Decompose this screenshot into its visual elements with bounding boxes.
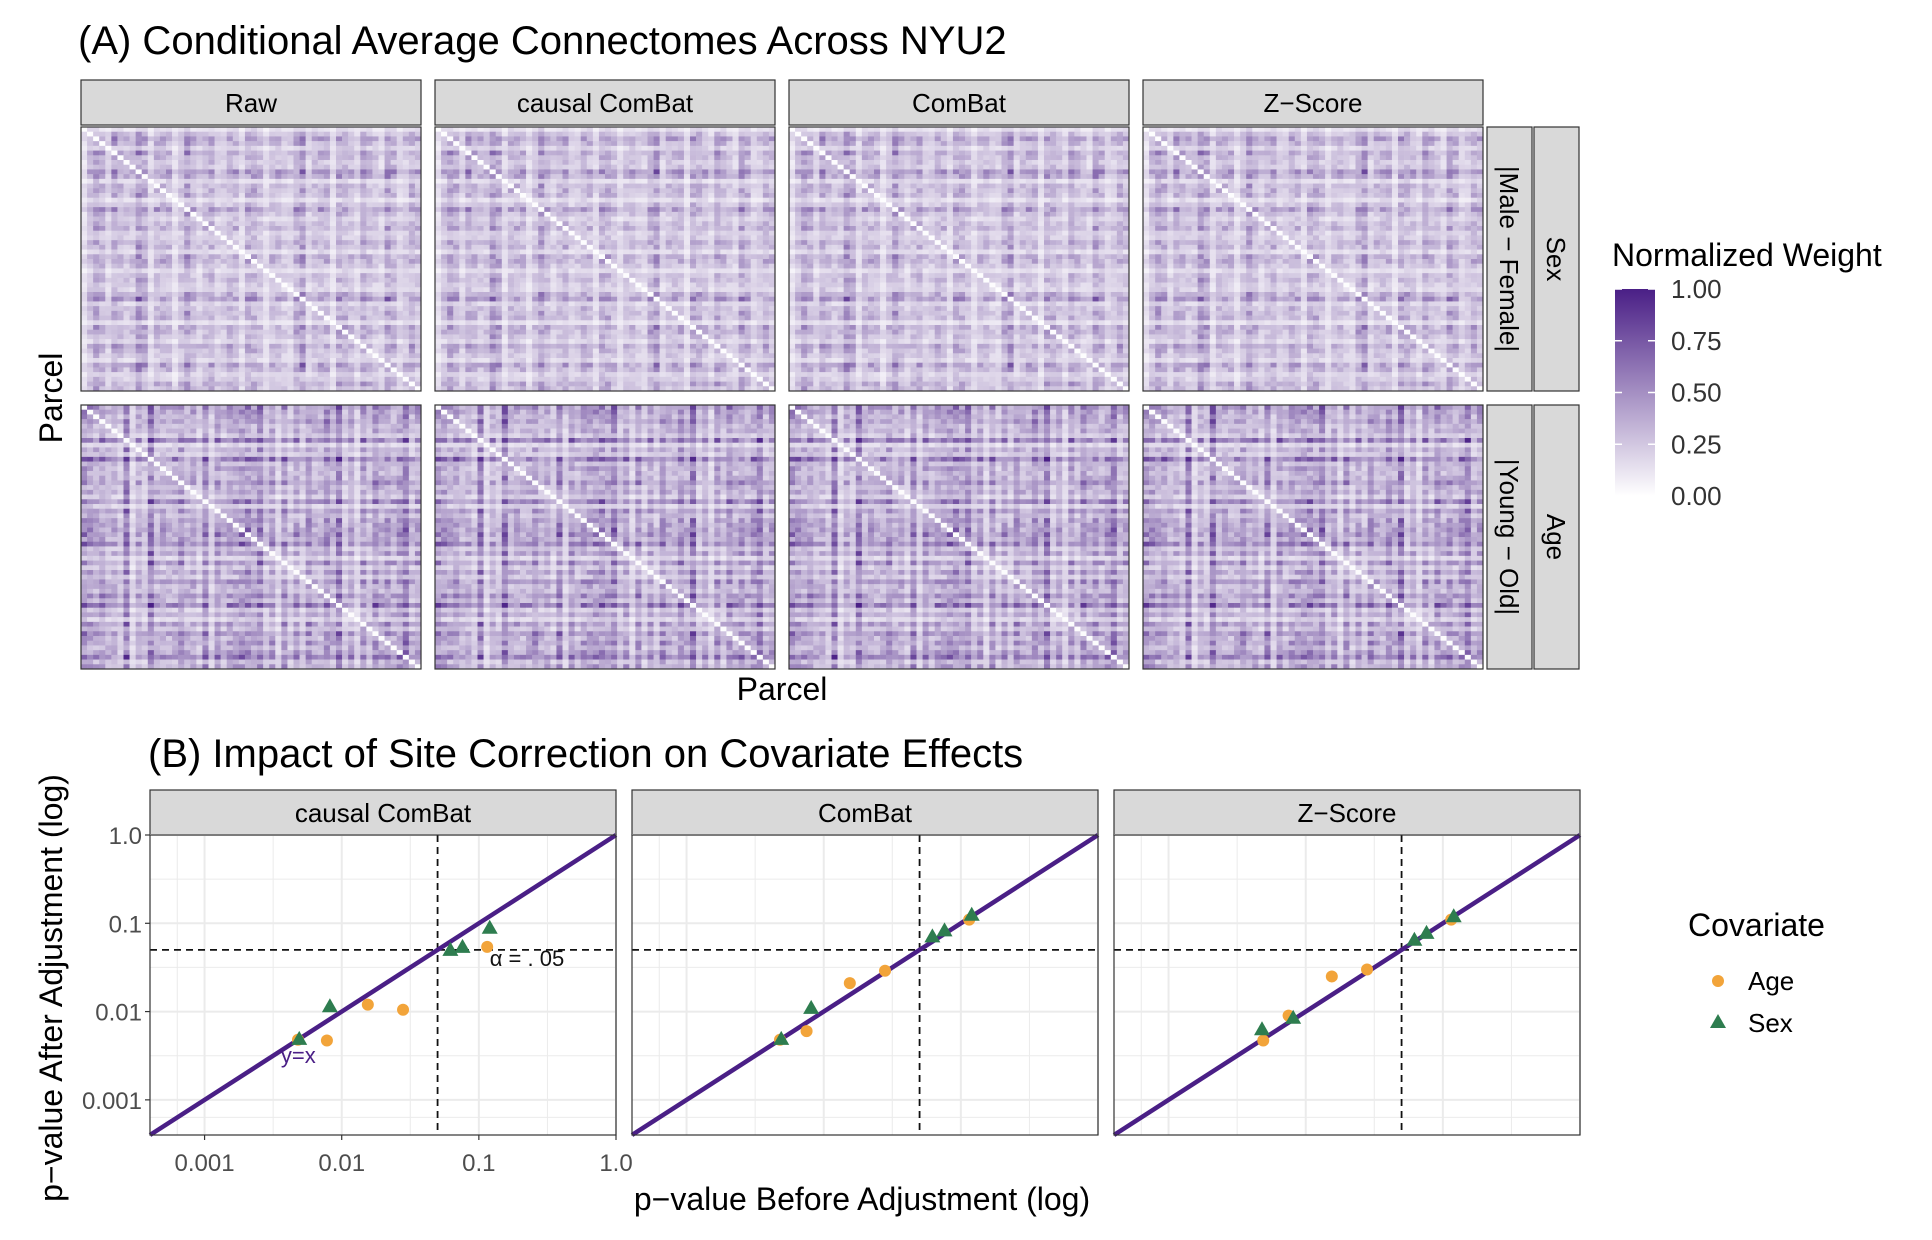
- legend-age-marker: [1712, 975, 1724, 987]
- colorbar-tick-label: 1.00: [1671, 274, 1722, 304]
- point-sex: [963, 906, 980, 921]
- heatmap-panel: [1142, 404, 1484, 670]
- colorbar-title: Normalized Weight: [1612, 237, 1882, 273]
- point-age: [879, 964, 892, 977]
- scatter-panel: Z−Score: [1112, 789, 1582, 1137]
- heatmap-panel: [80, 126, 422, 392]
- heatmap-grid: [80, 126, 1484, 670]
- x-tick-label: 0.01: [318, 1150, 365, 1177]
- strip-label-causal-combat: causal ComBat: [517, 88, 694, 118]
- point-sex: [1418, 924, 1435, 939]
- heatmap-row-strips: |Male − Female| Sex |Young − Old| Age: [1486, 126, 1580, 670]
- panel-b-title: (B) Impact of Site Correction on Covaria…: [148, 732, 1023, 776]
- covariate-legend: Covariate Age Sex: [1688, 907, 1825, 1038]
- point-age: [320, 1034, 333, 1047]
- scatter-tick-labels: 0.001 0.01 0.1 1.0 1.0 0.1 0.01 0.001: [82, 823, 633, 1177]
- alpha-label: α = . 05: [490, 946, 565, 971]
- scatter-strip-label: causal ComBat: [295, 798, 472, 828]
- heatmap-xlabel: Parcel: [737, 671, 828, 707]
- y-tick-label: 0.1: [109, 911, 142, 938]
- legend-sex-marker: [1710, 1014, 1726, 1028]
- point-age: [1257, 1034, 1270, 1047]
- row-label-young-old: |Young − Old|: [1494, 459, 1524, 615]
- scatter-panel: causal ComBat y=x α = . 05: [148, 789, 618, 1137]
- point-sex: [1285, 1009, 1302, 1024]
- colorbar-tick-label: 0.75: [1671, 326, 1722, 356]
- panel-a-title: (A) Conditional Average Connectomes Acro…: [78, 19, 1007, 63]
- identity-line: [630, 833, 1100, 1137]
- x-tick-label: 0.001: [175, 1150, 235, 1177]
- strip-label-combat: ComBat: [912, 88, 1007, 118]
- point-age: [843, 977, 856, 990]
- heatmap-panel: [434, 126, 776, 392]
- heatmap-panel: [1142, 126, 1484, 392]
- colorbar-tick-label: 0.25: [1671, 429, 1722, 459]
- scatter-panel: ComBat: [630, 789, 1100, 1137]
- identity-line: [148, 833, 618, 1137]
- x-tick-label: 0.1: [462, 1150, 495, 1177]
- point-sex: [1254, 1021, 1271, 1036]
- x-tick-label: 1.0: [599, 1150, 632, 1177]
- point-sex: [454, 938, 471, 953]
- point-age: [481, 940, 494, 953]
- point-sex: [442, 941, 459, 956]
- scatter-strip-label: ComBat: [818, 798, 913, 828]
- row-group-age: Age: [1541, 514, 1571, 560]
- colorbar-legend: Normalized Weight 1.00 0.75 0.50 0.25 0.00: [1612, 237, 1882, 511]
- identity-label: y=x: [281, 1043, 316, 1068]
- point-sex: [1406, 931, 1423, 946]
- point-sex: [924, 928, 941, 943]
- legend-sex-label: Sex: [1748, 1008, 1793, 1038]
- scatter-strip-label: Z−Score: [1298, 798, 1397, 828]
- y-tick-label: 1.0: [109, 823, 142, 850]
- point-age: [1325, 970, 1338, 983]
- point-sex: [936, 922, 953, 937]
- point-age: [361, 998, 374, 1011]
- heatmap-panel: [788, 126, 1130, 392]
- point-sex: [803, 999, 820, 1014]
- scatter-ylabel: p−value After Adjustment (log): [33, 774, 69, 1202]
- heatmap-panel: [434, 404, 776, 670]
- row-group-sex: Sex: [1541, 237, 1571, 282]
- y-tick-label: 0.01: [95, 1000, 142, 1027]
- identity-line: [1112, 833, 1582, 1137]
- point-sex: [773, 1030, 790, 1045]
- strip-label-zscore: Z−Score: [1264, 88, 1363, 118]
- strip-label-raw: Raw: [225, 88, 277, 118]
- point-age: [397, 1003, 410, 1016]
- heatmap-column-strips: Raw causal ComBat ComBat Z−Score: [80, 79, 1484, 126]
- row-label-male-female: |Male − Female|: [1494, 166, 1524, 352]
- heatmap-panel: [788, 404, 1130, 670]
- covariate-legend-title: Covariate: [1688, 907, 1825, 943]
- heatmap-panel: [80, 404, 422, 670]
- point-sex: [1445, 908, 1462, 923]
- point-sex: [321, 998, 338, 1013]
- colorbar-tick-label: 0.00: [1671, 481, 1722, 511]
- y-tick-label: 0.001: [82, 1088, 142, 1115]
- point-sex: [481, 919, 498, 934]
- colorbar-tick-label: 0.50: [1671, 378, 1722, 408]
- scatter-xlabel: p−value Before Adjustment (log): [634, 1181, 1090, 1217]
- heatmap-ylabel: Parcel: [33, 353, 69, 444]
- scatter-panels: causal ComBat y=x α = . 05 ComBat Z−Score 0.0…: [82, 789, 1582, 1177]
- legend-age-label: Age: [1748, 966, 1794, 996]
- point-sex: [291, 1030, 308, 1045]
- point-age: [1361, 963, 1374, 976]
- point-age: [800, 1025, 813, 1038]
